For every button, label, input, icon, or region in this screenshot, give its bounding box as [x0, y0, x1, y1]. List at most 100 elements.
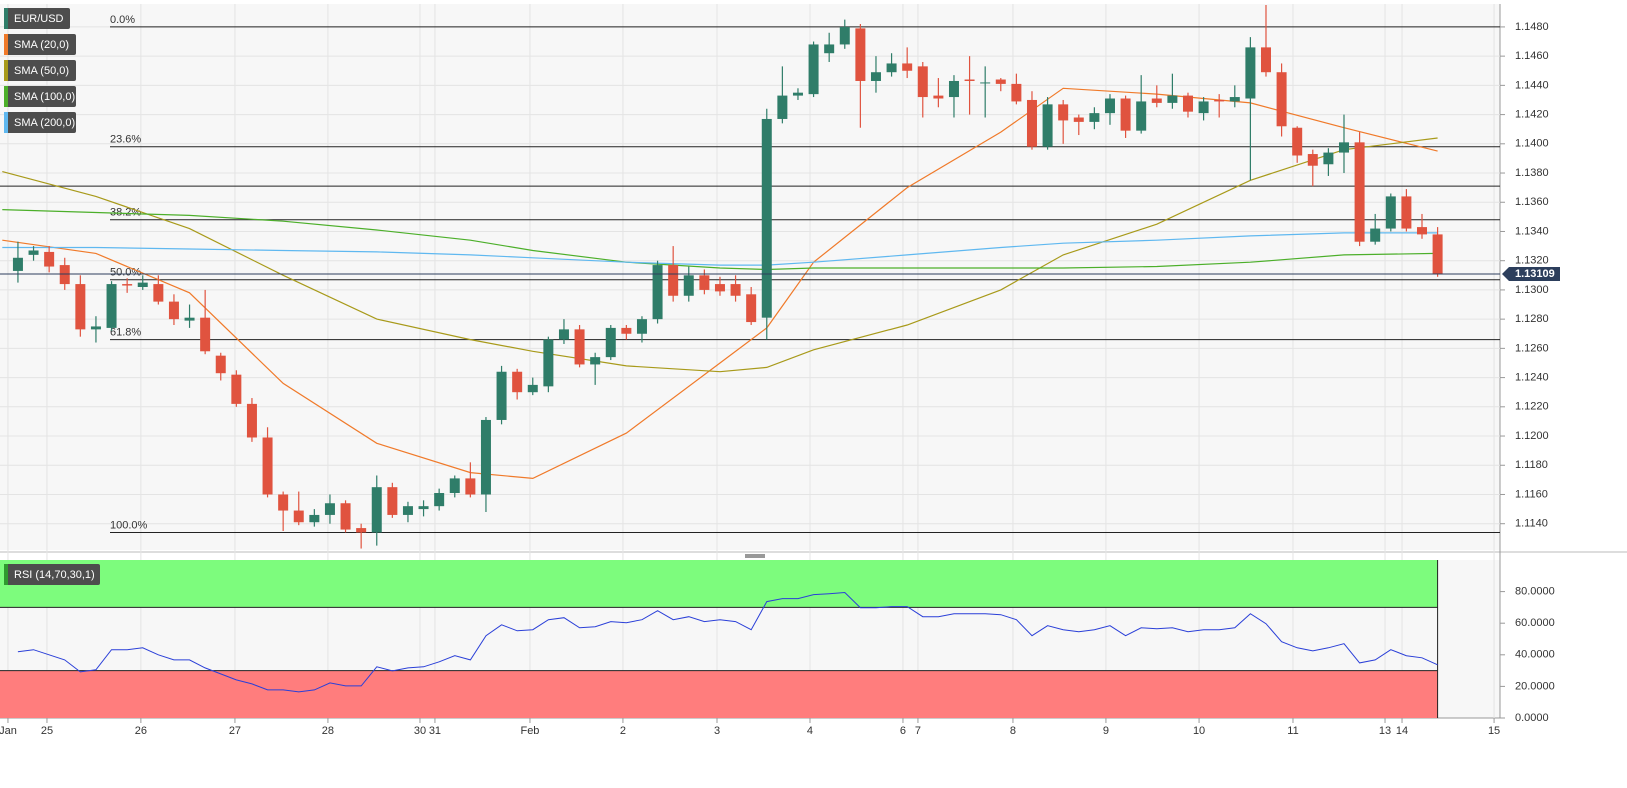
candle-body [1104, 98, 1115, 114]
candle-body [1026, 99, 1037, 147]
y-tick-label: 1.1260 [1515, 342, 1549, 354]
candle-body [465, 478, 476, 495]
x-tick-label: 26 [135, 725, 147, 737]
candle-body [1432, 234, 1443, 274]
candle-body [1073, 117, 1084, 122]
candle-body [231, 374, 242, 404]
x-tick-label: 27 [229, 725, 241, 737]
candle-body [933, 95, 944, 99]
y-tick-label: 1.1280 [1515, 313, 1549, 325]
candle-body [449, 478, 460, 494]
x-tick-label: 2 [620, 725, 626, 737]
candle-body [1338, 142, 1349, 153]
candle-body [402, 506, 413, 515]
candle-body [1042, 104, 1053, 147]
x-tick-label: 9 [1103, 725, 1109, 737]
candle-body [1354, 142, 1365, 242]
candle-body [200, 317, 211, 352]
y-tick-label: 0.0000 [1515, 712, 1549, 724]
fib-label: 100.0% [110, 519, 148, 531]
candle-body [1151, 98, 1162, 103]
resize-handle[interactable] [745, 554, 765, 558]
candle-body [106, 284, 117, 328]
candle-body [1323, 152, 1334, 165]
legend-swatch [4, 60, 8, 81]
legend-label: SMA (50,0) [14, 65, 69, 77]
y-tick-label: 1.1440 [1515, 79, 1549, 91]
candle-body [1276, 72, 1287, 127]
candle-body [636, 319, 647, 334]
candle-body [1058, 104, 1069, 121]
y-tick-label: 1.1360 [1515, 196, 1549, 208]
candle-body [855, 28, 866, 81]
candle-body [777, 95, 788, 119]
y-tick-label: 1.1240 [1515, 371, 1549, 383]
candle-body [917, 66, 928, 98]
candle-body [262, 437, 273, 495]
y-tick-label: 40.0000 [1515, 649, 1555, 661]
x-tick-label: Jan [0, 725, 17, 737]
candle-body [1401, 196, 1412, 229]
candle-body [293, 510, 304, 523]
candle-body [558, 329, 569, 340]
candle-body [12, 257, 23, 271]
y-tick-label: 80.0000 [1515, 586, 1555, 598]
candle-body [90, 326, 101, 330]
candle-body [824, 44, 835, 54]
candle-body [948, 80, 959, 98]
y-tick-label: 1.1400 [1515, 138, 1549, 150]
candle-body [1229, 97, 1240, 102]
candle-body [964, 79, 975, 81]
y-tick-label: 60.0000 [1515, 617, 1555, 629]
candle-body [356, 528, 367, 533]
candle-body [543, 339, 554, 387]
candle-body [870, 72, 881, 81]
x-tick-label: 31 [429, 725, 441, 737]
candle-body [44, 251, 55, 267]
x-tick-label: 6 [900, 725, 906, 737]
legend-swatch [4, 34, 8, 55]
x-tick-label: 4 [807, 725, 813, 737]
y-tick-label: 1.1320 [1515, 255, 1549, 267]
main-panel [0, 4, 1500, 550]
candle-body [418, 506, 429, 510]
x-tick-label: 7 [915, 725, 921, 737]
candle-body [761, 118, 772, 318]
candle-body [1307, 154, 1318, 166]
candle-body [714, 284, 725, 292]
candle-body [886, 63, 897, 73]
candle-body [75, 284, 86, 330]
candle-body [215, 355, 226, 374]
candle-body [683, 275, 694, 296]
candle-body [995, 79, 1006, 84]
candle-body [1214, 99, 1225, 102]
y-tick-label: 1.1200 [1515, 430, 1549, 442]
rsi-line [17, 591, 1438, 693]
oversold-zone [0, 670, 1438, 718]
candle-body [278, 494, 289, 511]
y-tick-label: 1.1160 [1515, 488, 1548, 500]
y-tick-label: 1.1140 [1515, 518, 1548, 530]
legend-label: EUR/USD [14, 13, 64, 25]
candle-body [605, 327, 616, 358]
candle-body [527, 384, 538, 393]
last-price-label: 1.13109 [1515, 268, 1555, 280]
candle-body [324, 503, 335, 515]
candle-body [699, 275, 710, 290]
y-tick-label: 1.1340 [1515, 225, 1549, 237]
x-tick-label: 14 [1396, 725, 1408, 737]
candle-body [309, 514, 320, 523]
candle-body [434, 493, 445, 507]
candle-body [730, 284, 741, 296]
legend-label: RSI (14,70,30,1) [14, 569, 95, 581]
y-tick-label: 1.1460 [1515, 50, 1549, 62]
candle-body [168, 301, 179, 320]
candle-body [1167, 95, 1178, 103]
x-tick-label: 25 [41, 725, 53, 737]
legend-box [4, 8, 70, 29]
candle-body [1370, 228, 1381, 242]
y-tick-label: 20.0000 [1515, 680, 1555, 692]
legend-label: SMA (100,0) [14, 91, 75, 103]
x-tick-label: 28 [322, 725, 334, 737]
y-tick-label: 1.1220 [1515, 401, 1549, 413]
